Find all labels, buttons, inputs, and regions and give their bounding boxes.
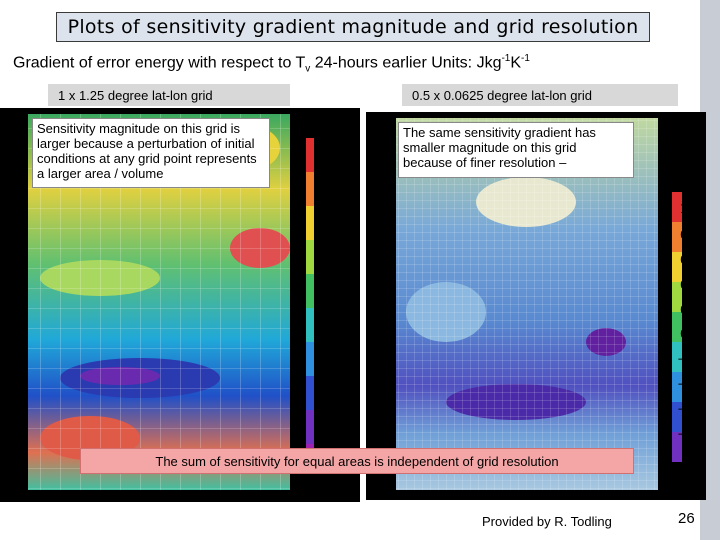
subtitle-sup1: -1: [501, 53, 511, 64]
right-cb-tick-2: 0.8: [680, 228, 700, 242]
right-cb-seg-7: [672, 372, 682, 402]
left-cb-tick-6: −0.5: [316, 318, 346, 332]
left-cb-tick-7: −1: [316, 346, 334, 360]
left-cb-tick-3: 1.5: [319, 214, 339, 228]
left-cb-seg-5: [306, 274, 314, 308]
left-cb-seg-3: [306, 206, 314, 240]
right-cb-tick-8: −0.4: [677, 377, 707, 391]
left-grid-label: 1 x 1.25 degree lat-lon grid: [48, 84, 290, 106]
slide-title: Plots of sensitivity gradient magnitude …: [56, 12, 650, 42]
credit-text: Provided by R. Todling: [482, 514, 612, 529]
right-cb-seg-6: [672, 342, 682, 372]
right-cb-seg-8: [672, 402, 682, 432]
right-callout: The same sensitivity gradient has smalle…: [398, 122, 634, 178]
subtitle-mid: 24-hours earlier Units: Jkg: [310, 54, 502, 72]
left-callout: Sensitivity magnitude on this grid is la…: [32, 118, 270, 188]
left-cb-seg-7: [306, 342, 314, 376]
left-cb-tick-10: −2.5: [316, 424, 346, 438]
left-cb-tick-2: 2: [319, 188, 327, 202]
left-cb-tick-9: −2: [316, 398, 334, 412]
left-cb-tick-8: −1.5: [316, 372, 346, 386]
resolution-banner: The sum of sensitivity for equal areas i…: [80, 448, 634, 474]
right-cb-tick-1: 1: [680, 202, 688, 216]
right-grid-label: 0.5 x 0.0625 degree lat-lon grid: [402, 84, 678, 106]
right-map-svg: [396, 118, 682, 490]
right-cb-tick-4: 0.4: [680, 278, 700, 292]
subtitle-sup2: -1: [521, 53, 530, 64]
right-cb-tick-9: −0.6: [677, 402, 707, 416]
subtitle-k: K: [510, 54, 522, 72]
left-cb-tick-5: 0.5: [319, 268, 339, 282]
right-cb-tick-3: 0.6: [680, 253, 700, 267]
right-cb-seg-2: [672, 222, 682, 252]
right-cb-tick-6: 0: [680, 327, 688, 341]
left-cb-tick-1: 2.5: [319, 160, 339, 174]
page-number: 26: [678, 510, 695, 527]
right-cb-seg-9: [672, 432, 682, 462]
right-cb-seg-4: [672, 282, 682, 312]
right-cb-seg-5: [672, 312, 682, 342]
left-cb-seg-6: [306, 308, 314, 342]
subtitle-main: Gradient of error energy with respect to…: [13, 54, 306, 72]
subtitle-subscript: v: [305, 63, 311, 75]
right-cb-tick-10: −0.8: [677, 427, 707, 441]
right-cb-tick-7: −0.2: [677, 352, 707, 366]
left-cb-seg-8: [306, 376, 314, 410]
left-cb-seg-1: [306, 138, 314, 172]
left-cb-seg-9: [306, 410, 314, 444]
left-cb-seg-4: [306, 240, 314, 274]
right-cb-seg-1: [672, 192, 682, 222]
slide-subtitle: Gradient of error energy with respect to…: [13, 53, 530, 75]
left-cb-seg-2: [306, 172, 314, 206]
right-cb-tick-5: 0.2: [680, 303, 700, 317]
right-map-grid: [396, 118, 658, 490]
left-cb-tick-4: 1: [319, 240, 327, 254]
right-cb-seg-3: [672, 252, 682, 282]
